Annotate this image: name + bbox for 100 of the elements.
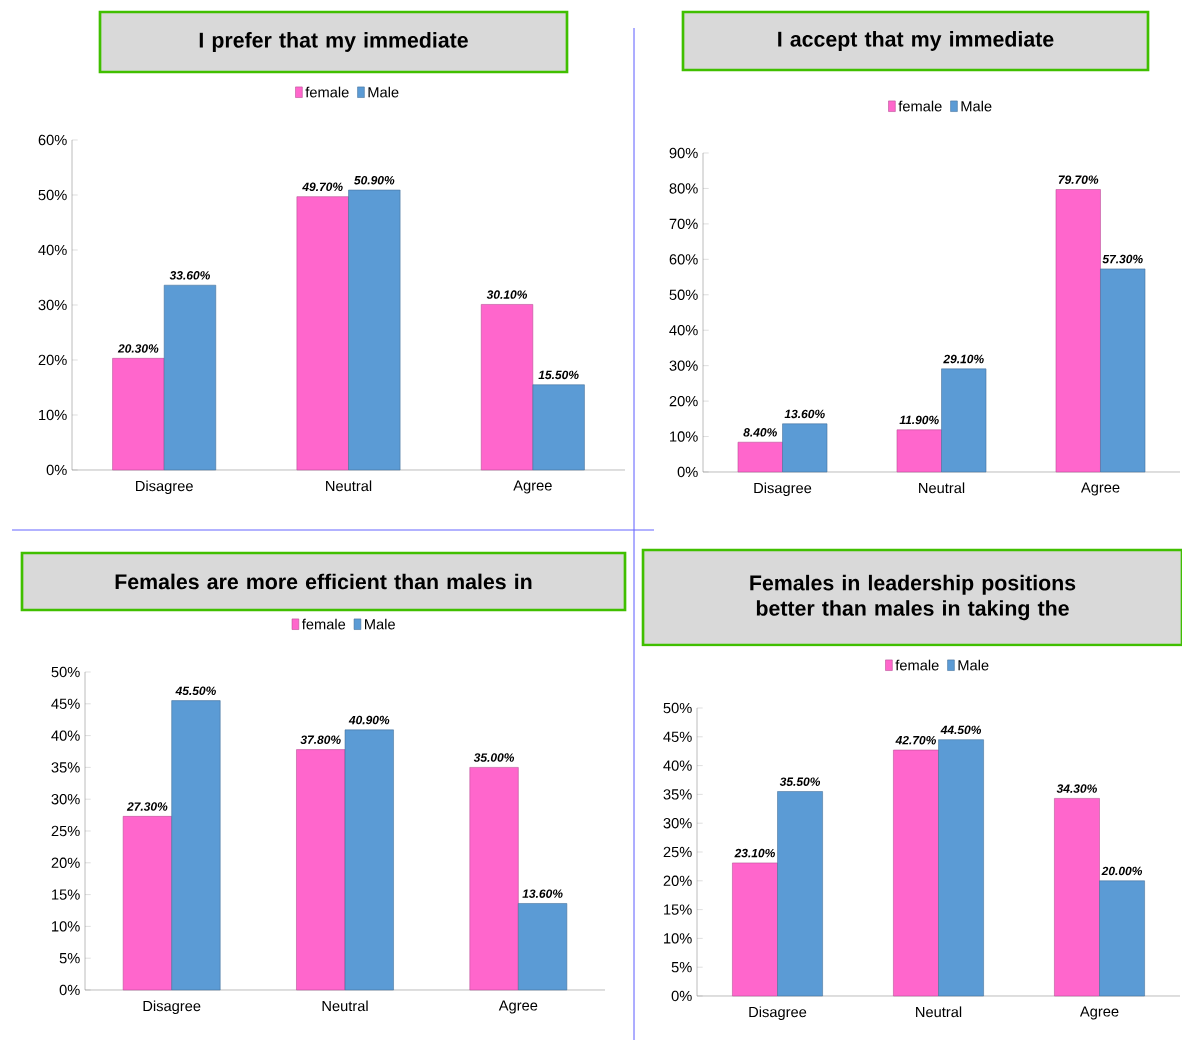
legend-label: female (301, 618, 346, 630)
y-tick-label: 40% (663, 760, 692, 771)
bar (732, 862, 778, 997)
bar (171, 700, 221, 991)
bar (112, 358, 165, 471)
x-tick-label: Neutral (919, 482, 965, 494)
bar (348, 189, 401, 471)
data-label: 13.60% (522, 889, 563, 898)
y-tick-label: 25% (663, 846, 692, 858)
y-tick-label: 30% (663, 818, 692, 829)
data-label: 20.30% (117, 344, 159, 353)
bar (893, 749, 939, 997)
bar (941, 368, 987, 473)
y-tick-label: 0% (671, 990, 692, 1002)
data-label: 8.40% (743, 428, 777, 437)
y-tick-label: 0% (46, 464, 67, 476)
legend-label: female (898, 100, 942, 112)
y-tick-label: 10% (52, 921, 80, 932)
y-tick-label: 35% (663, 789, 692, 800)
bar (344, 729, 394, 991)
y-tick-label: 20% (38, 354, 67, 366)
y-tick-label: 10% (670, 431, 698, 442)
x-tick-label: Agree (498, 1000, 538, 1014)
bar (782, 423, 828, 473)
bar (737, 441, 783, 473)
y-tick-label: 50% (38, 189, 67, 201)
bar (480, 304, 534, 471)
x-tick-label: Neutral (916, 1006, 962, 1018)
chart-title: I accept that my immediate (778, 31, 1054, 51)
legend-label: female (305, 86, 349, 98)
y-tick-label: 80% (669, 183, 698, 194)
x-tick-label: Disagree (143, 1000, 201, 1015)
data-label: 44.50% (940, 725, 982, 735)
y-tick-label: 20% (669, 395, 698, 407)
bar (1054, 798, 1100, 997)
y-tick-label: 90% (669, 147, 698, 159)
y-tick-label: 35% (51, 762, 80, 773)
chart-title: I prefer that my immediate (199, 32, 468, 52)
bar (296, 196, 349, 471)
bar (296, 749, 346, 991)
y-tick-label: 20% (51, 857, 80, 868)
bar (163, 284, 217, 471)
data-label: 50.90% (354, 175, 395, 185)
data-label: 45.50% (175, 686, 216, 696)
x-tick-label: Neutral (322, 1000, 368, 1012)
chart-title: Females in leadership positions better than males in taking the (750, 574, 1076, 621)
y-tick-label: 5% (59, 953, 80, 964)
bar (122, 816, 172, 991)
bar (532, 384, 585, 471)
bar (469, 767, 519, 991)
data-label: 42.70% (895, 735, 936, 745)
data-label: 79.70% (1058, 175, 1099, 184)
y-tick-label: 40% (51, 730, 80, 741)
data-label: 35.50% (779, 777, 821, 786)
bar (1100, 268, 1146, 473)
y-tick-label: 30% (51, 794, 80, 805)
data-label: 29.10% (943, 354, 984, 364)
x-tick-label: Agree (513, 480, 552, 494)
bar (1055, 189, 1101, 473)
legend-label: Male (368, 86, 399, 98)
y-tick-label: 70% (669, 218, 698, 230)
data-label: 20.00% (1101, 866, 1143, 876)
x-tick-label: Disagree (136, 480, 193, 495)
y-tick-label: 25% (51, 825, 80, 837)
y-tick-label: 60% (38, 134, 67, 146)
bar (1099, 880, 1145, 997)
x-tick-label: Agree (1080, 482, 1120, 496)
y-tick-label: 15% (664, 904, 692, 915)
bar (777, 791, 823, 997)
x-tick-label: Neutral (326, 480, 372, 492)
data-label: 35.00% (473, 753, 515, 762)
data-label: 57.30% (1102, 254, 1143, 264)
chart-title: Females are more efficient than males in (115, 573, 532, 590)
y-tick-label: 10% (39, 409, 67, 421)
bar (518, 903, 568, 991)
y-tick-label: 20% (663, 875, 692, 886)
legend-label: Male (961, 100, 992, 112)
data-label: 33.60% (169, 271, 210, 280)
y-tick-label: 30% (669, 360, 698, 371)
data-label: 27.30% (126, 802, 168, 811)
data-label: 23.10% (734, 848, 775, 858)
y-tick-label: 40% (38, 244, 67, 256)
legend-label: Male (365, 618, 395, 630)
y-tick-label: 15% (52, 889, 80, 900)
y-tick-label: 50% (669, 289, 698, 300)
legend-label: Male (958, 659, 989, 671)
y-tick-label: 50% (663, 702, 692, 714)
data-label: 37.80% (300, 735, 341, 744)
y-tick-label: 5% (671, 962, 692, 973)
data-label: 34.30% (1056, 784, 1097, 793)
x-tick-label: Agree (1079, 1006, 1119, 1020)
y-tick-label: 30% (38, 299, 67, 311)
data-label: 40.90% (348, 715, 390, 725)
y-tick-label: 45% (663, 731, 692, 742)
x-tick-label: Disagree (754, 482, 812, 497)
y-tick-label: 60% (669, 254, 698, 265)
x-tick-label: Disagree (749, 1006, 807, 1021)
data-label: 13.60% (784, 409, 825, 419)
data-label: 30.10% (486, 290, 528, 299)
legend-label: female (895, 659, 939, 671)
